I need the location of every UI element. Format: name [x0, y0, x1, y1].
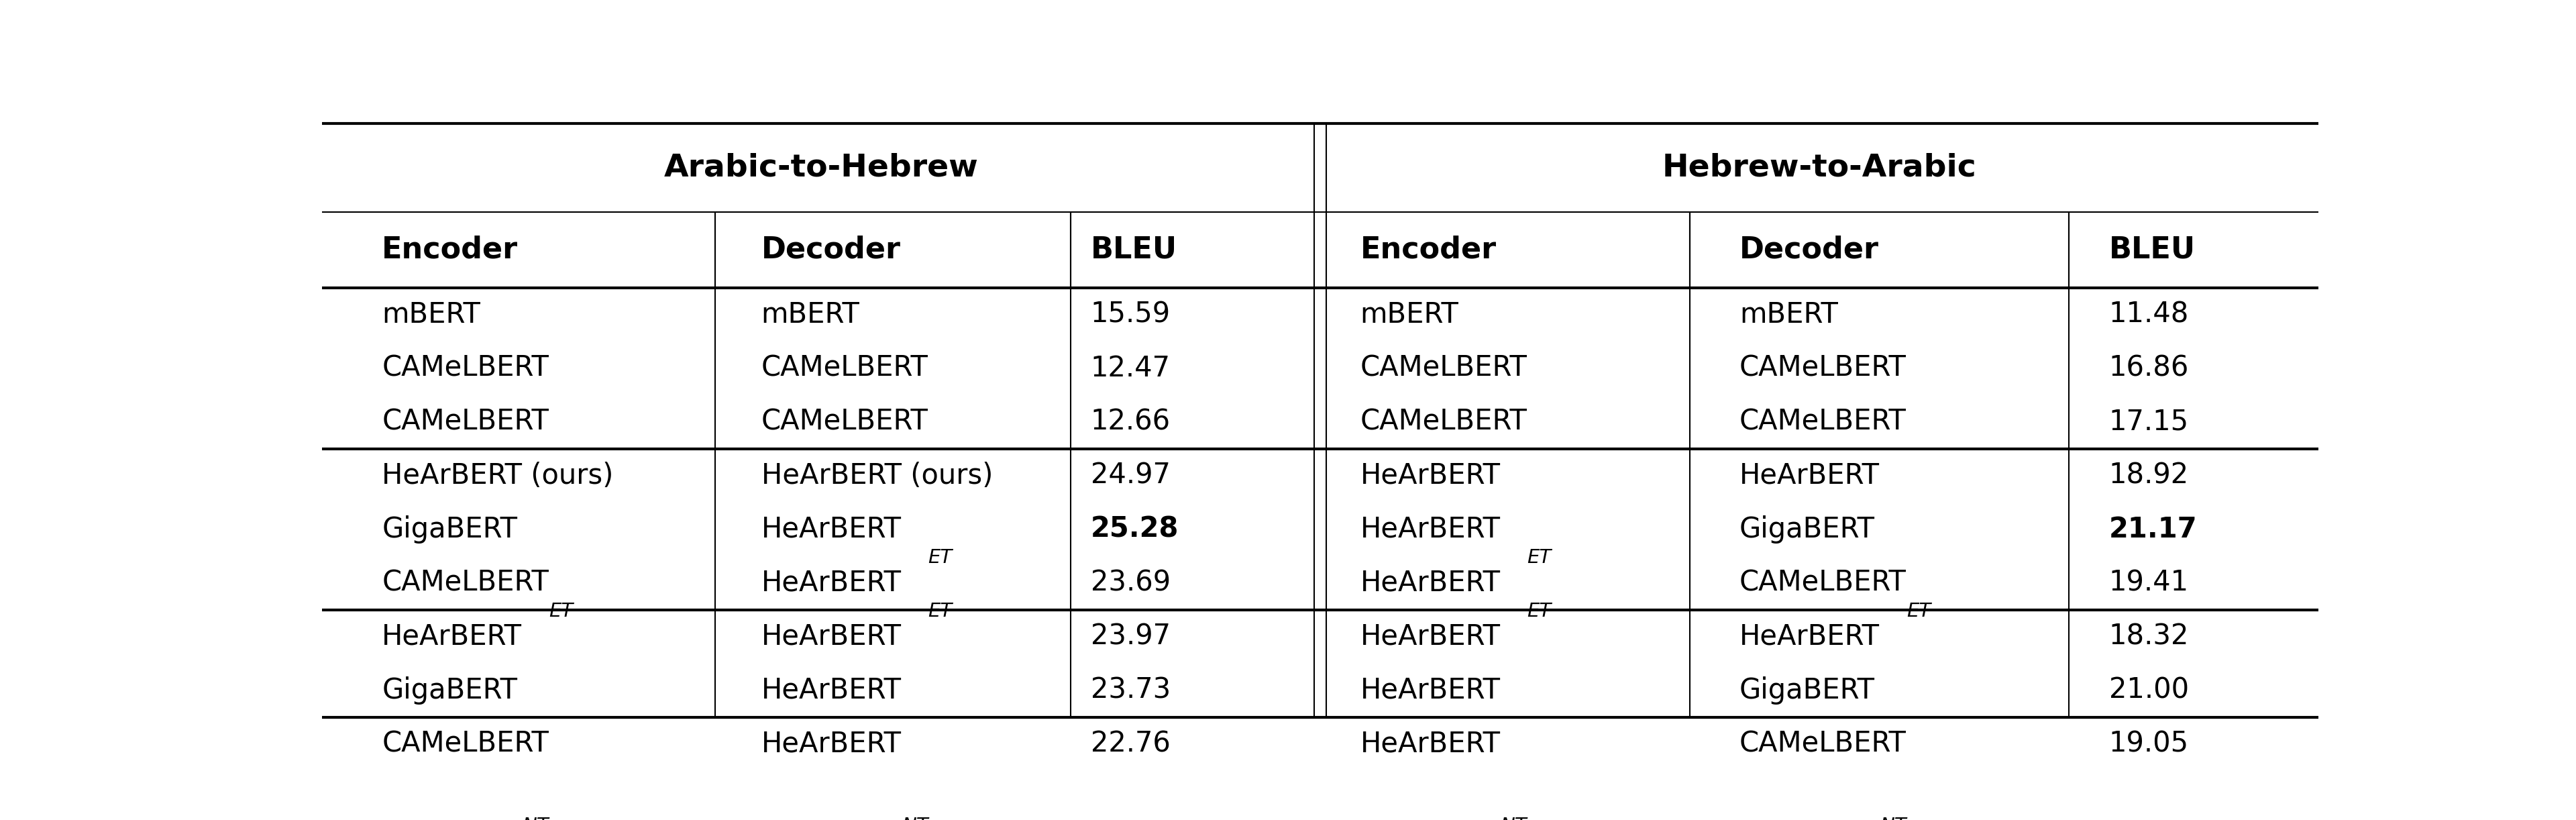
Text: 19.05: 19.05 — [2110, 730, 2190, 758]
Text: GigaBERT: GigaBERT — [381, 676, 518, 704]
Text: 11.48: 11.48 — [2110, 301, 2190, 329]
Text: NT: NT — [1880, 817, 1906, 820]
Text: BLEU: BLEU — [2110, 235, 2195, 264]
Text: CAMeLBERT: CAMeLBERT — [1739, 408, 1906, 436]
Text: BLEU: BLEU — [1090, 235, 1177, 264]
Text: HeArBERT (ours): HeArBERT (ours) — [381, 462, 613, 490]
Text: GigaBERT: GigaBERT — [1739, 515, 1875, 544]
Text: NT: NT — [902, 817, 927, 820]
Text: CAMeLBERT: CAMeLBERT — [381, 730, 549, 758]
Text: ET: ET — [1906, 602, 1929, 621]
Text: HeArBERT: HeArBERT — [762, 569, 902, 597]
Text: NT: NT — [523, 817, 549, 820]
Text: HeArBERT: HeArBERT — [1360, 730, 1499, 758]
Text: HeArBERT: HeArBERT — [1739, 462, 1880, 490]
Text: CAMeLBERT: CAMeLBERT — [762, 408, 927, 436]
Text: mBERT: mBERT — [1739, 301, 1837, 329]
Text: CAMeLBERT: CAMeLBERT — [381, 408, 549, 436]
Text: ET: ET — [1528, 549, 1551, 567]
Text: 25.28: 25.28 — [1090, 515, 1180, 544]
Text: mBERT: mBERT — [381, 301, 479, 329]
Text: GigaBERT: GigaBERT — [381, 515, 518, 544]
Text: 24.97: 24.97 — [1090, 462, 1170, 490]
Text: ET: ET — [1528, 602, 1551, 621]
Text: 22.76: 22.76 — [1090, 730, 1170, 758]
Text: 23.73: 23.73 — [1090, 676, 1170, 704]
Text: HeArBERT: HeArBERT — [1360, 462, 1499, 490]
Text: 23.97: 23.97 — [1090, 622, 1170, 651]
Text: 17.15: 17.15 — [2110, 408, 2190, 436]
Text: CAMeLBERT: CAMeLBERT — [381, 354, 549, 382]
Text: CAMeLBERT: CAMeLBERT — [1360, 354, 1528, 382]
Text: HeArBERT: HeArBERT — [762, 622, 902, 651]
Text: CAMeLBERT: CAMeLBERT — [762, 354, 927, 382]
Text: CAMeLBERT: CAMeLBERT — [381, 569, 549, 597]
Text: 15.59: 15.59 — [1090, 301, 1170, 329]
Text: ET: ET — [927, 602, 953, 621]
Text: 21.00: 21.00 — [2110, 676, 2190, 704]
Text: HeArBERT: HeArBERT — [1360, 622, 1499, 651]
Text: CAMeLBERT: CAMeLBERT — [1360, 408, 1528, 436]
Text: 18.32: 18.32 — [2110, 622, 2190, 651]
Text: 18.92: 18.92 — [2110, 462, 2190, 490]
Text: CAMeLBERT: CAMeLBERT — [1739, 569, 1906, 597]
Text: Decoder: Decoder — [762, 235, 902, 264]
Text: HeArBERT: HeArBERT — [1360, 515, 1499, 544]
Text: 16.86: 16.86 — [2110, 354, 2190, 382]
Text: HeArBERT (ours): HeArBERT (ours) — [762, 462, 992, 490]
Text: 12.66: 12.66 — [1090, 408, 1170, 436]
Text: Encoder: Encoder — [381, 235, 518, 264]
Text: CAMeLBERT: CAMeLBERT — [1739, 730, 1906, 758]
Text: HeArBERT: HeArBERT — [1739, 622, 1880, 651]
Text: HeArBERT: HeArBERT — [762, 515, 902, 544]
Text: HeArBERT: HeArBERT — [381, 622, 523, 651]
Text: GigaBERT: GigaBERT — [1739, 676, 1875, 704]
Text: 19.41: 19.41 — [2110, 569, 2190, 597]
Text: Arabic-to-Hebrew: Arabic-to-Hebrew — [665, 153, 979, 183]
Text: HeArBERT: HeArBERT — [1360, 569, 1499, 597]
Text: mBERT: mBERT — [762, 301, 860, 329]
Text: 12.47: 12.47 — [1090, 354, 1170, 382]
Text: 23.69: 23.69 — [1090, 569, 1170, 597]
Text: CAMeLBERT: CAMeLBERT — [1739, 354, 1906, 382]
Text: mBERT: mBERT — [1360, 301, 1458, 329]
Text: HeArBERT: HeArBERT — [762, 730, 902, 758]
Text: HeArBERT: HeArBERT — [1360, 676, 1499, 704]
Text: ET: ET — [549, 602, 572, 621]
Text: 21.17: 21.17 — [2110, 515, 2197, 544]
Text: Decoder: Decoder — [1739, 235, 1878, 264]
Text: Hebrew-to-Arabic: Hebrew-to-Arabic — [1662, 153, 1976, 183]
Text: HeArBERT: HeArBERT — [762, 676, 902, 704]
Text: ET: ET — [927, 549, 953, 567]
Text: NT: NT — [1499, 817, 1528, 820]
Text: Encoder: Encoder — [1360, 235, 1497, 264]
